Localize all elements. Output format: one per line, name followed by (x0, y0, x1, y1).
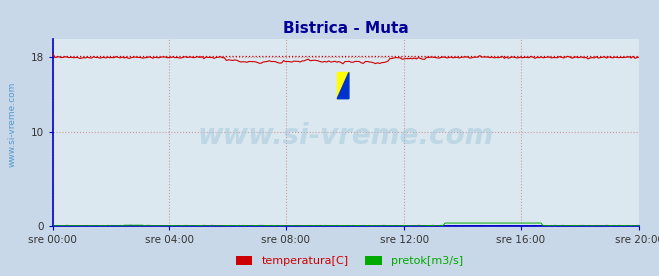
Title: Bistrica - Muta: Bistrica - Muta (283, 21, 409, 36)
Legend: temperatura[C], pretok[m3/s]: temperatura[C], pretok[m3/s] (231, 251, 467, 270)
Text: www.si-vreme.com: www.si-vreme.com (8, 81, 17, 167)
Polygon shape (337, 72, 349, 99)
Polygon shape (337, 72, 349, 99)
Text: www.si-vreme.com: www.si-vreme.com (198, 122, 494, 150)
